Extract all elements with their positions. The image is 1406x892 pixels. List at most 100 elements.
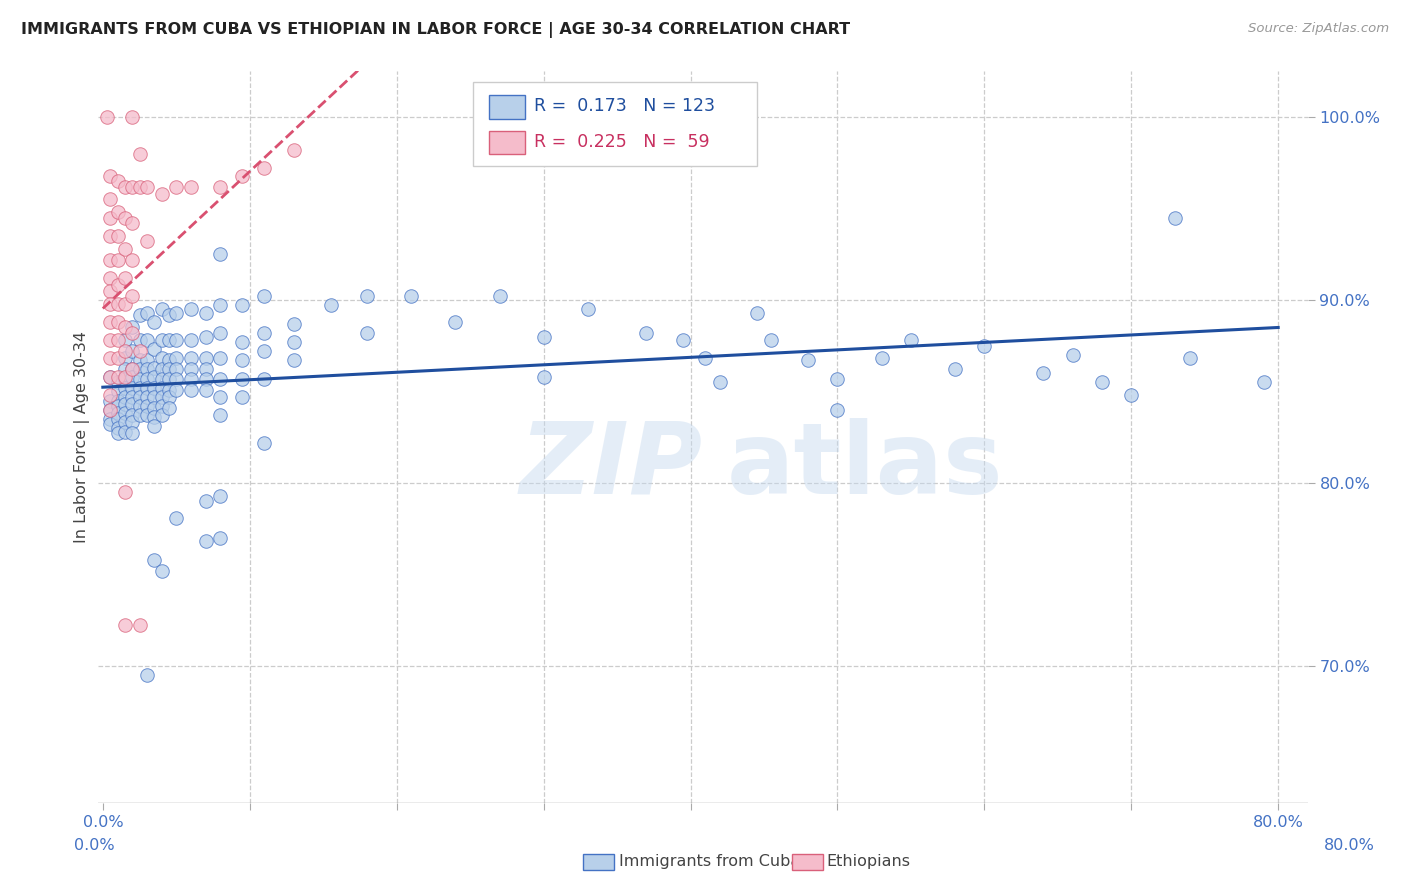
Point: [98, 388, 121, 402]
Point: [98, 402, 121, 417]
Point: [745, 306, 768, 320]
Point: [98, 333, 121, 347]
Point: [98, 369, 121, 384]
Point: [107, 399, 129, 413]
Point: [143, 381, 166, 395]
Point: [121, 369, 143, 384]
Point: [114, 369, 136, 384]
Point: [283, 334, 305, 349]
Point: [128, 371, 150, 385]
Point: [121, 426, 143, 441]
Point: [143, 343, 166, 357]
Point: [209, 371, 232, 385]
Point: [135, 353, 157, 368]
Point: [121, 408, 143, 422]
Point: [128, 344, 150, 359]
Point: [128, 179, 150, 194]
Point: [98, 228, 121, 243]
Point: [128, 333, 150, 347]
Point: [253, 326, 276, 340]
Point: [114, 397, 136, 411]
Point: [114, 618, 136, 632]
Point: [283, 353, 305, 368]
Text: 0.0%: 0.0%: [75, 838, 114, 854]
Point: [96, 110, 118, 124]
Point: [231, 371, 253, 385]
Point: [114, 271, 136, 285]
Point: [98, 252, 121, 267]
Point: [143, 315, 166, 329]
Point: [121, 179, 143, 194]
Point: [143, 419, 166, 434]
Text: Immigrants from Cuba: Immigrants from Cuba: [619, 855, 800, 869]
Point: [283, 317, 305, 331]
Point: [135, 306, 157, 320]
Text: IMMIGRANTS FROM CUBA VS ETHIOPIAN IN LABOR FORCE | AGE 30-34 CORRELATION CHART: IMMIGRANTS FROM CUBA VS ETHIOPIAN IN LAB…: [21, 22, 851, 38]
Point: [209, 531, 232, 545]
Point: [121, 320, 143, 334]
Point: [114, 351, 136, 366]
Point: [114, 416, 136, 430]
Point: [107, 384, 129, 399]
Point: [114, 371, 136, 385]
Point: [180, 383, 202, 397]
Point: [209, 179, 232, 194]
Point: [1091, 375, 1114, 389]
Point: [107, 411, 129, 425]
FancyBboxPatch shape: [489, 130, 526, 154]
Point: [121, 362, 143, 376]
Point: [121, 252, 143, 267]
Point: [165, 179, 187, 194]
Point: [231, 169, 253, 183]
Point: [444, 315, 467, 329]
Point: [143, 360, 166, 375]
Point: [114, 333, 136, 347]
FancyBboxPatch shape: [489, 95, 526, 119]
Point: [98, 417, 121, 432]
Point: [128, 381, 150, 395]
Point: [98, 369, 121, 384]
Point: [180, 362, 202, 376]
Point: [98, 169, 121, 183]
Point: [107, 174, 129, 188]
Point: [209, 351, 232, 366]
Point: [150, 186, 173, 201]
Point: [98, 411, 121, 425]
FancyBboxPatch shape: [474, 82, 758, 167]
Point: [231, 353, 253, 368]
Point: [636, 326, 658, 340]
Point: [107, 351, 129, 366]
Point: [107, 426, 129, 441]
Point: [1121, 388, 1143, 402]
Point: [98, 192, 121, 206]
Point: [135, 408, 157, 422]
Text: ZIP: ZIP: [520, 417, 703, 515]
Point: [150, 301, 173, 316]
Point: [121, 416, 143, 430]
Point: [114, 484, 136, 499]
Point: [114, 362, 136, 376]
Point: [209, 408, 232, 422]
Point: [128, 362, 150, 376]
Point: [143, 409, 166, 424]
Point: [143, 552, 166, 566]
Point: [98, 284, 121, 298]
Point: [253, 371, 276, 385]
Point: [128, 408, 150, 422]
Point: [157, 401, 180, 415]
Point: [135, 179, 157, 194]
Point: [150, 351, 173, 366]
Point: [194, 329, 217, 343]
Point: [253, 435, 276, 450]
Point: [150, 371, 173, 385]
Y-axis label: In Labor Force | Age 30-34: In Labor Force | Age 30-34: [75, 331, 90, 543]
Point: [209, 247, 232, 261]
Point: [194, 362, 217, 376]
Point: [194, 306, 217, 320]
Point: [194, 494, 217, 508]
Point: [150, 408, 173, 422]
Text: R =  0.225   N =  59: R = 0.225 N = 59: [534, 133, 710, 152]
Point: [114, 320, 136, 334]
Point: [121, 289, 143, 303]
Point: [356, 289, 378, 303]
